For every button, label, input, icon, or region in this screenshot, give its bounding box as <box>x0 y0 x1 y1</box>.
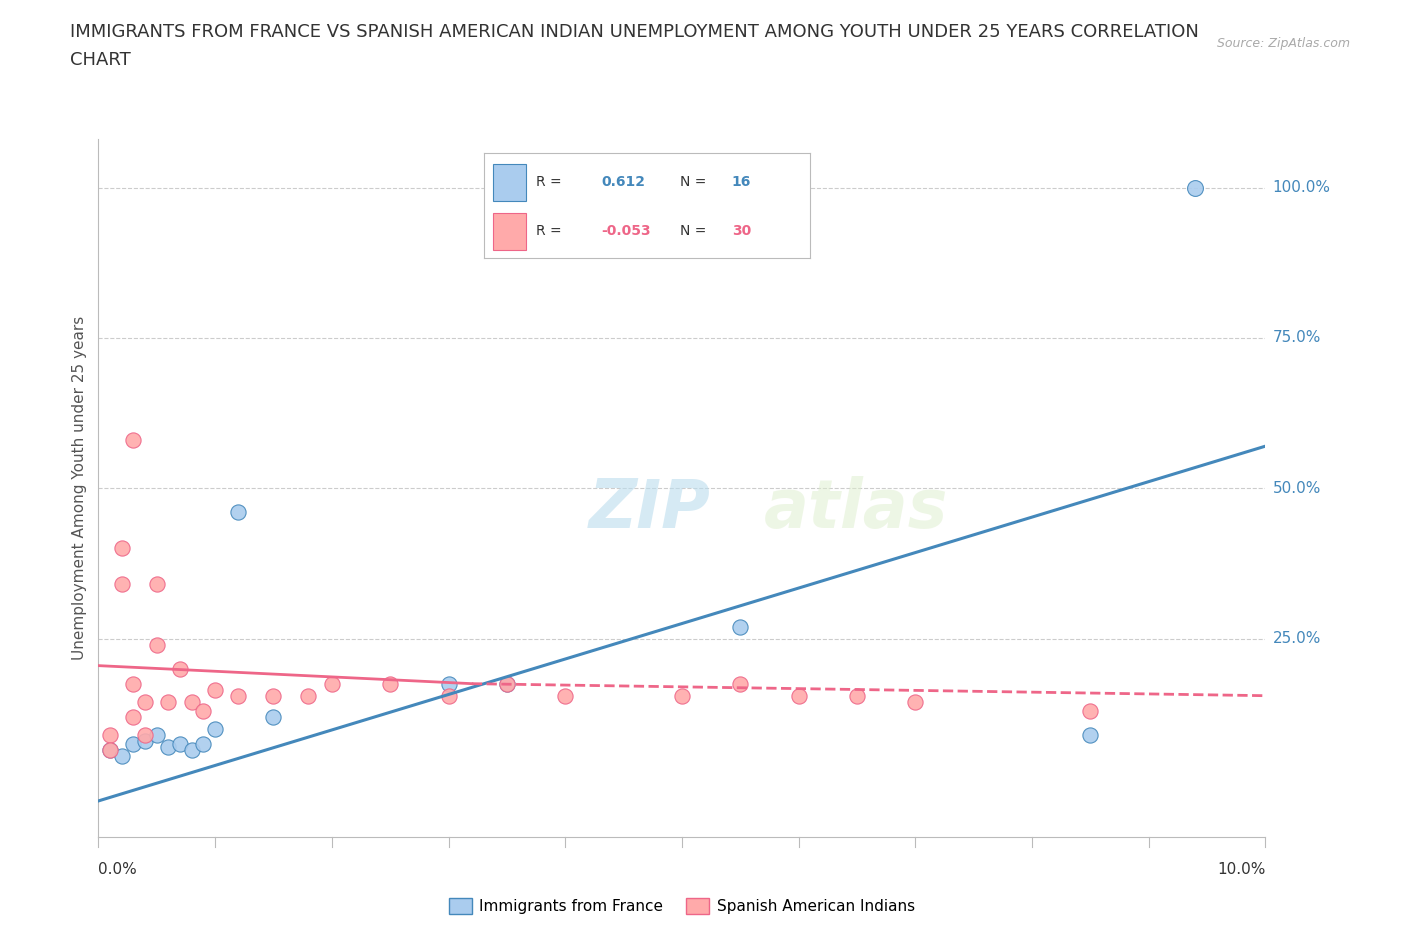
Text: CHART: CHART <box>70 51 131 69</box>
Point <box>193 737 215 751</box>
Text: ZIP: ZIP <box>589 476 710 542</box>
Point <box>297 688 319 703</box>
Legend: Immigrants from France, Spanish American Indians: Immigrants from France, Spanish American… <box>443 892 921 920</box>
Text: 75.0%: 75.0% <box>1272 330 1320 345</box>
Point <box>134 727 156 742</box>
Point <box>122 432 145 447</box>
Point <box>204 722 226 737</box>
Text: IMMIGRANTS FROM FRANCE VS SPANISH AMERICAN INDIAN UNEMPLOYMENT AMONG YOUTH UNDER: IMMIGRANTS FROM FRANCE VS SPANISH AMERIC… <box>70 23 1199 41</box>
Point <box>122 676 145 691</box>
Point <box>787 688 810 703</box>
Point <box>146 637 169 652</box>
Point <box>157 695 180 710</box>
Text: atlas: atlas <box>763 476 948 542</box>
Point <box>180 695 202 710</box>
Point <box>228 505 250 520</box>
Point <box>134 695 156 710</box>
Point <box>378 676 402 691</box>
Text: 25.0%: 25.0% <box>1272 631 1320 646</box>
Point <box>262 710 284 724</box>
Point <box>1080 703 1102 718</box>
Point <box>321 676 343 691</box>
Point <box>111 577 134 591</box>
Point <box>437 688 460 703</box>
Point <box>904 695 927 710</box>
Point <box>180 742 202 757</box>
Text: 0.0%: 0.0% <box>98 862 138 877</box>
Text: Source: ZipAtlas.com: Source: ZipAtlas.com <box>1216 37 1350 50</box>
Point <box>495 676 517 691</box>
Y-axis label: Unemployment Among Youth under 25 years: Unemployment Among Youth under 25 years <box>72 316 87 660</box>
Point <box>1184 180 1206 195</box>
Point <box>204 683 226 698</box>
Point <box>728 619 751 634</box>
Point <box>146 577 169 591</box>
Point <box>122 737 145 751</box>
Text: 50.0%: 50.0% <box>1272 481 1320 496</box>
Point <box>437 676 460 691</box>
Point <box>169 737 191 751</box>
Point <box>111 749 134 764</box>
Point <box>98 742 121 757</box>
Point <box>193 703 215 718</box>
Point <box>122 710 145 724</box>
Text: 10.0%: 10.0% <box>1218 862 1265 877</box>
Point <box>228 688 250 703</box>
Point <box>671 688 693 703</box>
Point <box>98 742 121 757</box>
Point <box>169 661 191 676</box>
Point <box>1080 727 1102 742</box>
Point <box>495 676 517 691</box>
Point <box>134 734 156 749</box>
Point <box>554 688 576 703</box>
Point <box>111 541 134 556</box>
Text: 100.0%: 100.0% <box>1272 180 1330 195</box>
Point <box>728 676 751 691</box>
Point <box>845 688 868 703</box>
Point <box>157 739 180 754</box>
Point <box>146 727 169 742</box>
Point <box>98 727 121 742</box>
Point <box>262 688 284 703</box>
